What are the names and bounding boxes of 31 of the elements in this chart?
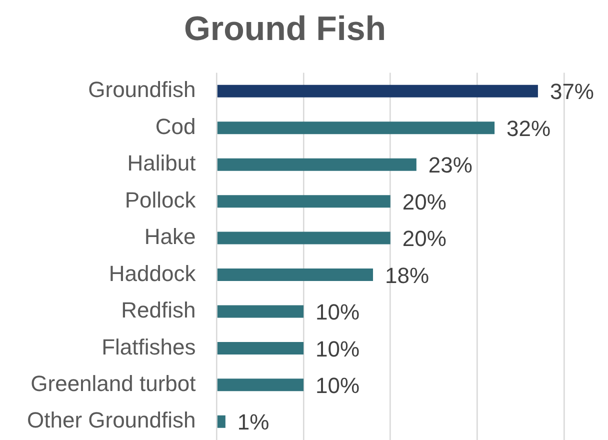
y-tick-label: Cod [155, 114, 196, 139]
chart-title: Ground Fish [184, 10, 386, 48]
y-tick-label: Other Groundfish [27, 408, 196, 433]
bar [217, 342, 304, 354]
data-label: 23% [428, 152, 472, 178]
data-label: 18% [385, 262, 430, 288]
data-label: 20% [402, 226, 446, 252]
data-label: 37% [550, 79, 594, 104]
data-label: 32% [506, 116, 551, 141]
data-label: 10% [316, 372, 360, 398]
y-tick-label: Flatfishes [102, 334, 196, 360]
y-tick-label: Haddock [108, 260, 197, 286]
bar [217, 305, 304, 318]
bar [217, 415, 226, 428]
bar [217, 378, 304, 392]
bar [217, 268, 374, 282]
bar [217, 84, 538, 98]
bar [217, 195, 390, 208]
data-label: 1% [237, 410, 270, 435]
data-label: 20% [402, 189, 446, 214]
bar [217, 122, 495, 134]
bar [217, 232, 390, 244]
y-tick-label: Pollock [124, 187, 197, 212]
y-tick-label: Redfish [121, 298, 196, 323]
data-label: 10% [316, 336, 360, 362]
bar [217, 158, 416, 171]
y-tick-label: Halibut [127, 150, 196, 176]
data-label: 10% [316, 300, 360, 325]
y-tick-label: Groundfish [88, 77, 196, 102]
y-tick-label: Hake [144, 224, 196, 250]
y-tick-label: Greenland turbot [30, 370, 196, 396]
